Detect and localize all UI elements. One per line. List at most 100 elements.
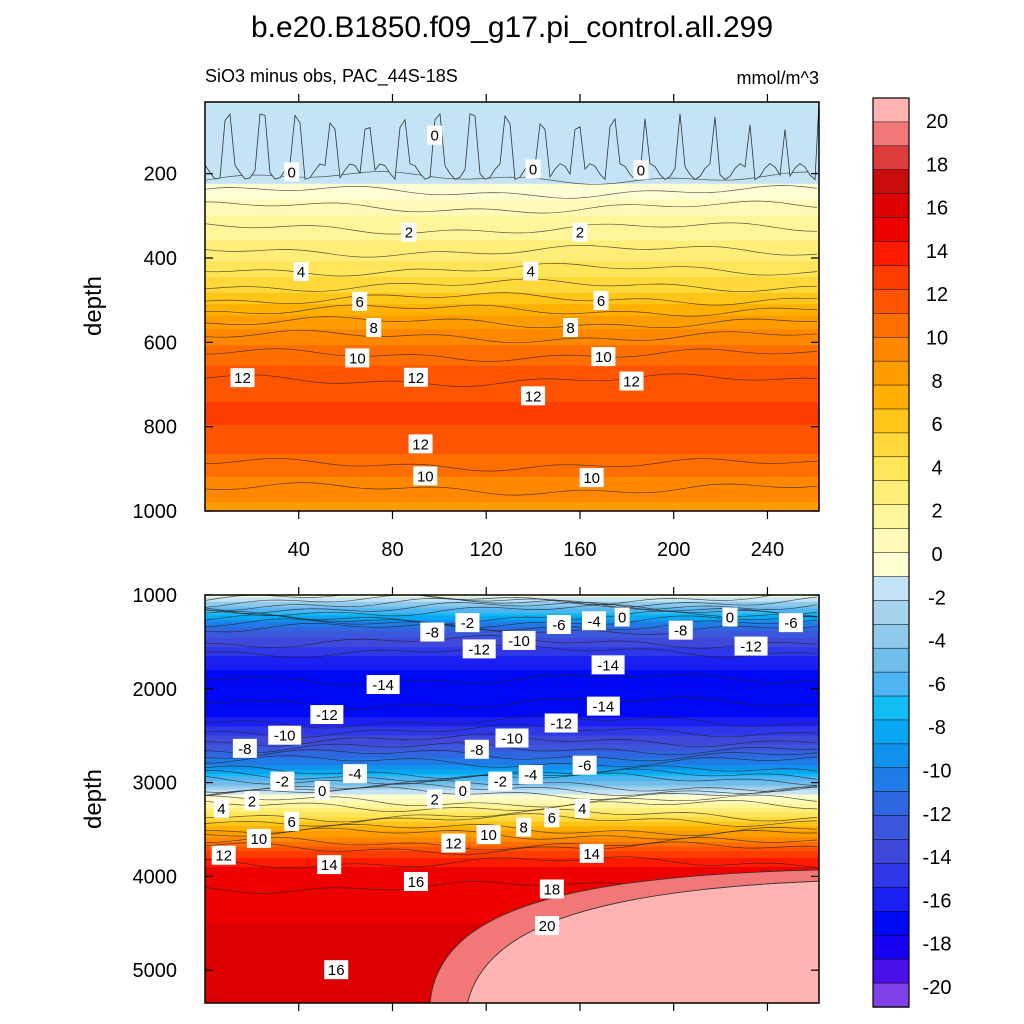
contour-band (205, 454, 819, 458)
contour-band (205, 710, 819, 714)
contour-band (205, 442, 819, 446)
contour-label-text: 12 (408, 370, 425, 387)
colorbar-swatch (872, 863, 910, 889)
contour-band (205, 851, 819, 854)
contour-band (205, 878, 819, 882)
contour-label-text: 10 (583, 470, 600, 487)
contour-label-text: 0 (459, 783, 467, 800)
contour-label-text: 2 (576, 225, 584, 242)
contour-label: 2 (427, 789, 443, 809)
contour-label-text: 6 (597, 293, 605, 310)
contour-band (205, 508, 819, 511)
contour-band (205, 240, 819, 244)
colorbar-swatch (872, 193, 910, 219)
contour-label-text: -4 (348, 766, 361, 783)
contour-band (205, 217, 819, 221)
contour-label-text: -12 (550, 715, 572, 732)
contour-label-text: -12 (316, 707, 338, 724)
contour-band (205, 158, 819, 162)
contour-band (205, 864, 819, 868)
contour-band (205, 406, 819, 410)
contour-label-text: 8 (370, 320, 378, 337)
contour-band (205, 299, 819, 303)
contour-band (205, 401, 819, 405)
contour-band (205, 889, 819, 893)
contour-line (205, 329, 818, 344)
contour-label-bg (314, 781, 330, 801)
contour-band (205, 342, 819, 346)
contour-label-text: -6 (578, 758, 591, 775)
colorbar-swatch (872, 313, 910, 338)
contour-label-bg (574, 798, 590, 818)
contour-label: 12 (211, 845, 236, 865)
colorbar-swatch (872, 791, 910, 817)
contour-band (205, 317, 819, 321)
contour-line (205, 604, 818, 618)
colorbar-tick-label: 0 (931, 544, 942, 566)
contour-band (205, 697, 819, 700)
colorbar-tick-label: 16 (926, 198, 948, 220)
colorbar-tick-label: 12 (926, 284, 948, 306)
contour-band (205, 467, 819, 471)
contour-band (205, 479, 819, 483)
contour-band (205, 267, 819, 271)
colorbar-swatch (872, 958, 910, 984)
contour-label-text: -2 (461, 615, 474, 632)
contour-label-bg (521, 386, 546, 406)
colorbar-swatch (872, 934, 910, 960)
contour-label: 12 (403, 367, 428, 387)
contour-band (205, 429, 819, 433)
contour-label-bg (352, 291, 368, 311)
contour-band (205, 896, 819, 900)
contour-band (205, 869, 819, 873)
contour-band (205, 839, 819, 843)
colorbar-swatch (872, 743, 910, 769)
colorbar-tick-label: 10 (926, 328, 948, 350)
contour-band (205, 424, 819, 428)
colorbar-tick-label: -18 (923, 934, 952, 956)
contour-line (205, 673, 818, 686)
x-tick-label: 80 (381, 539, 403, 561)
contour-band (205, 417, 819, 421)
contour-label: 2 (401, 222, 417, 242)
contour-band (205, 903, 819, 907)
colorbar-swatch (872, 384, 910, 410)
colorbar-swatch (872, 719, 910, 745)
contour-label: -2 (455, 613, 480, 633)
contour-label: -2 (488, 771, 513, 791)
contour-band (205, 458, 819, 462)
contour-band (205, 186, 819, 189)
contour-band (205, 320, 819, 324)
contour-band (205, 297, 819, 301)
contour-band (205, 263, 819, 267)
contour-label-bg (572, 222, 588, 242)
contour-line (205, 697, 818, 710)
contour-band (205, 197, 819, 201)
contour-label-text: -8 (426, 625, 439, 642)
contour-label: -10 (502, 630, 536, 650)
contour-label: 12 (441, 833, 466, 853)
colorbar-swatch (872, 624, 910, 649)
contour-band (205, 619, 819, 623)
contour-band (205, 349, 819, 353)
contour-band (205, 860, 819, 864)
contour-label-bg (476, 825, 501, 845)
contour-band (205, 490, 819, 494)
contour-band (205, 431, 819, 435)
contour-band (205, 504, 819, 508)
colorbar-swatch (872, 456, 910, 482)
contour-band (205, 374, 819, 378)
contour-label-text: 8 (566, 320, 574, 337)
contour-label: 0 (722, 607, 738, 627)
contour-band (205, 683, 819, 687)
contour-band (205, 379, 819, 383)
contour-label-text: 20 (539, 918, 556, 935)
contour-band (205, 165, 819, 169)
contour-label-bg (546, 615, 571, 635)
contour-line (205, 457, 818, 472)
colorbar: 20181614121086420-2-4-6-8-10-12-14-16-18… (872, 97, 952, 1008)
contour-label-text: -6 (784, 615, 797, 632)
contour-label-text: 12 (234, 370, 251, 387)
contour-band (205, 311, 819, 314)
contour-band (205, 179, 819, 183)
